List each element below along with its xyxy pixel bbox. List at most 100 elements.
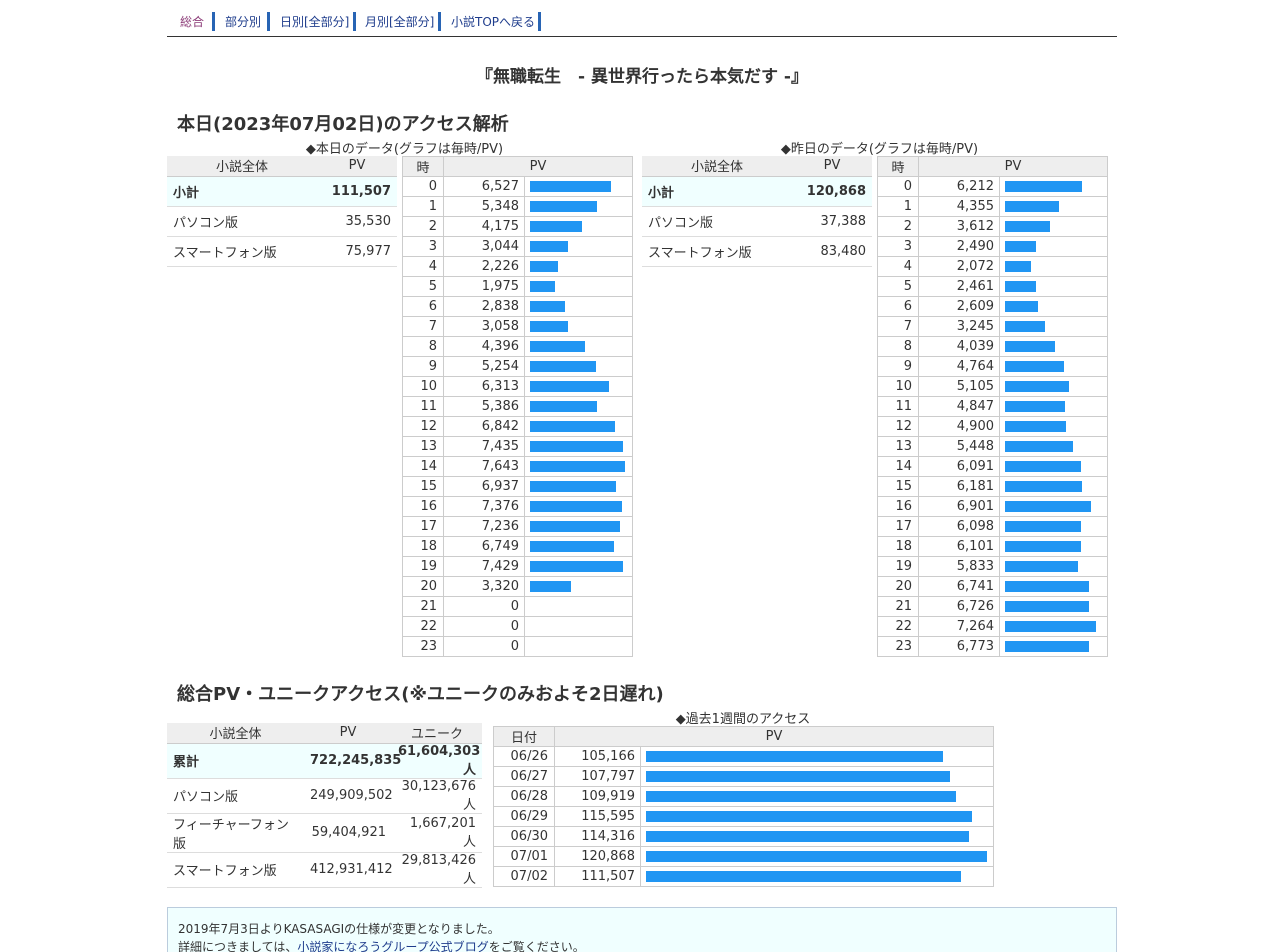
pv-value: 2,226 — [443, 256, 525, 277]
weekly-table: 日付 PV 06/26 105,166 06/27 107,797 06/28 109,9… — [493, 726, 995, 887]
hour-label: 7 — [402, 316, 444, 337]
hour-label: 13 — [402, 436, 444, 457]
hour-label: 12 — [402, 416, 444, 437]
table-row: スマートフォン版 83,480 — [642, 236, 872, 267]
bar-cell — [523, 496, 634, 517]
tab-separator — [267, 12, 270, 31]
novel-title: 『無職転生 - 異世界行ったら本気だす -』 — [476, 67, 808, 87]
pv-value: 5,386 — [443, 396, 525, 417]
pv-value: 6,749 — [443, 536, 525, 557]
pv-bar — [1005, 601, 1089, 612]
pv-value: 105,166 — [554, 746, 641, 767]
pv-bar — [530, 201, 597, 212]
yesterday-summary-table: 小説全体 PV 小計 120,868 パソコン版 37,388 スマートフォン版 83… — [642, 156, 872, 267]
row-label: 小計 — [642, 176, 792, 207]
pv-value: 4,355 — [918, 196, 1000, 217]
table-row: パソコン版 35,530 — [167, 206, 397, 237]
official-blog-link[interactable]: 小説家になろうグループ公式ブログ — [297, 940, 489, 952]
hour-label: 16 — [877, 496, 919, 517]
pv-bar — [530, 221, 582, 232]
date-label: 06/29 — [493, 806, 555, 827]
bar-cell — [523, 276, 634, 297]
pv-value: 4,396 — [443, 336, 525, 357]
hour-label: 3 — [402, 236, 444, 257]
hour-row: 15 6,181 — [877, 476, 1109, 497]
hour-label: 9 — [402, 356, 444, 377]
col-header: PV — [553, 726, 995, 747]
hour-row: 8 4,396 — [402, 336, 634, 357]
pv-value: 120,868 — [554, 846, 641, 867]
hour-row: 19 5,833 — [877, 556, 1109, 577]
hour-label: 0 — [402, 176, 444, 197]
pv-bar — [1005, 461, 1081, 472]
today-summary-table: 小説全体 PV 小計 111,507 パソコン版 35,530 スマートフォン版 75… — [167, 156, 397, 267]
hour-row: 6 2,609 — [877, 296, 1109, 317]
pv-bar — [646, 871, 961, 882]
date-label: 06/27 — [493, 766, 555, 787]
bar-cell — [523, 516, 634, 537]
bar-cell — [523, 536, 634, 557]
col-header: 小説全体 — [642, 156, 792, 177]
table-row: パソコン版 37,388 — [642, 206, 872, 237]
pv-bar — [1005, 321, 1045, 332]
pv-bar — [530, 401, 597, 412]
pv-value: 107,797 — [554, 766, 641, 787]
pv-bar — [1005, 361, 1064, 372]
col-header: 時 — [877, 156, 919, 177]
row-label: スマートフォン版 — [167, 236, 317, 267]
pv-bar — [1005, 481, 1082, 492]
hour-row: 11 5,386 — [402, 396, 634, 417]
hour-label: 5 — [402, 276, 444, 297]
pv-value: 6,091 — [918, 456, 1000, 477]
hour-row: 16 7,376 — [402, 496, 634, 517]
hour-label: 14 — [402, 456, 444, 477]
pv-bar — [1005, 181, 1082, 192]
pv-value: 5,105 — [918, 376, 1000, 397]
pv-bar — [1005, 221, 1050, 232]
hour-row: 18 6,749 — [402, 536, 634, 557]
today-hourly-table: 時 PV 0 6,527 1 5,348 2 4,175 3 3,044 4 2,226 5 1,97… — [402, 156, 634, 657]
bar-cell — [523, 556, 634, 577]
tab-separator — [538, 12, 541, 31]
pv-value: 722,245,835 — [304, 743, 401, 779]
hour-row: 23 6,773 — [877, 636, 1109, 657]
pv-value: 6,726 — [918, 596, 1000, 617]
table-row: 累計 722,245,835 61,604,303人 — [167, 743, 482, 779]
hour-label: 1 — [877, 196, 919, 217]
tab-separator — [438, 12, 441, 31]
bar-cell — [523, 416, 634, 437]
tab-overview[interactable]: 総合 — [180, 15, 205, 29]
hour-row: 7 3,245 — [877, 316, 1109, 337]
tab-separator — [353, 12, 356, 31]
hour-row: 5 2,461 — [877, 276, 1109, 297]
tab-monthly[interactable]: 月別[全部分] — [365, 15, 435, 29]
bar-cell — [998, 296, 1109, 317]
bar-cell — [523, 476, 634, 497]
bar-cell — [998, 616, 1109, 637]
pv-value: 412,931,412 — [304, 852, 393, 888]
daily-heading: 本日(2023年07月02日)のアクセス解析 — [177, 114, 509, 135]
bar-cell — [998, 516, 1109, 537]
col-header: PV — [917, 156, 1109, 177]
total-heading: 総合PV・ユニークアクセス(※ユニークのみおよそ2日遅れ) — [177, 684, 664, 705]
pv-value: 6,937 — [443, 476, 525, 497]
tab-by-part[interactable]: 部分別 — [225, 15, 262, 29]
pv-value: 7,236 — [443, 516, 525, 537]
hour-label: 18 — [877, 536, 919, 557]
tab-novel-top[interactable]: 小説TOPへ戻る — [451, 15, 536, 29]
hour-row: 13 7,435 — [402, 436, 634, 457]
pv-bar — [530, 241, 568, 252]
unique-value: 1,667,201人 — [392, 813, 482, 853]
hour-row: 15 6,937 — [402, 476, 634, 497]
week-row: 06/30 114,316 — [493, 826, 995, 847]
pv-bar — [646, 851, 987, 862]
pv-value: 6,212 — [918, 176, 1000, 197]
tab-daily[interactable]: 日別[全部分] — [280, 15, 350, 29]
bar-cell — [639, 846, 995, 867]
pv-value: 37,388 — [792, 206, 872, 237]
date-label: 06/28 — [493, 786, 555, 807]
pv-value: 83,480 — [792, 236, 872, 267]
bar-cell — [523, 436, 634, 457]
bar-cell — [998, 336, 1109, 357]
pv-value: 6,181 — [918, 476, 1000, 497]
